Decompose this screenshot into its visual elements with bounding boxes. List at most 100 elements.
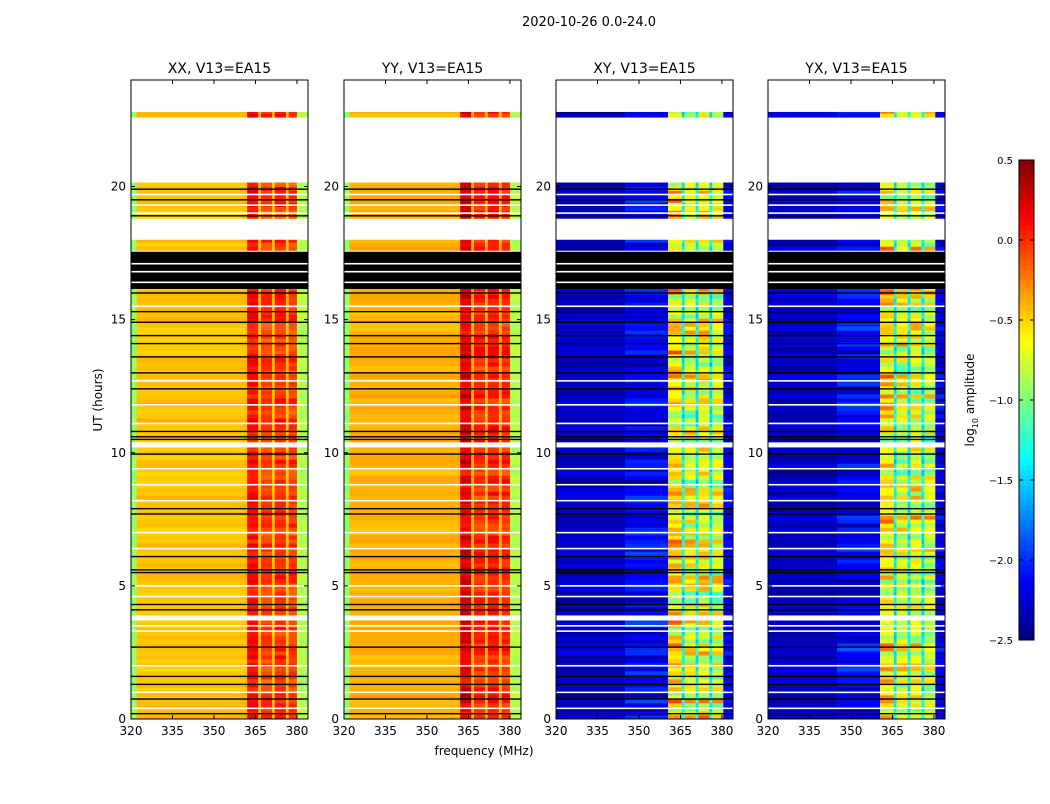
heatmap-cell xyxy=(709,426,712,430)
heatmap-cell xyxy=(272,298,275,302)
heatmap-cell xyxy=(894,523,897,527)
heatmap-cell xyxy=(910,398,921,402)
heatmap-cell xyxy=(137,495,248,499)
heatmap-cell xyxy=(910,455,921,459)
heatmap-cell xyxy=(894,495,897,499)
heatmap-cell xyxy=(297,459,308,463)
heatmap-cell xyxy=(510,414,521,418)
heatmap-cell xyxy=(685,346,696,350)
heatmap-cell xyxy=(258,563,261,567)
heatmap-cell xyxy=(910,503,921,507)
heatmap-cell xyxy=(837,495,880,499)
heatmap-cell xyxy=(485,620,488,623)
heatmap-cell xyxy=(696,679,699,683)
heatmap-cell xyxy=(258,475,261,479)
heatmap-cell xyxy=(897,519,908,523)
heatmap-cell xyxy=(908,703,911,707)
heatmap-cell xyxy=(137,447,248,451)
heatmap-cell xyxy=(682,398,685,402)
heatmap-cell xyxy=(908,314,911,318)
heatmap-cell xyxy=(275,620,286,623)
heatmap-cell xyxy=(712,599,723,603)
heatmap-cell xyxy=(709,703,712,707)
heatmap-cell xyxy=(275,394,286,398)
heatmap-cell xyxy=(908,491,911,495)
heatmap-cell xyxy=(924,394,935,398)
heatmap-cell xyxy=(488,659,499,663)
heatmap-cell xyxy=(272,326,275,330)
heatmap-cell xyxy=(625,659,668,663)
heatmap-cell xyxy=(880,703,894,707)
heatmap-cell xyxy=(275,406,286,410)
heatmap-cell xyxy=(350,398,461,402)
heatmap-cell xyxy=(935,655,945,659)
heatmap-cell xyxy=(350,515,461,519)
heatmap-cell xyxy=(289,463,298,467)
heatmap-cell xyxy=(350,599,461,603)
heatmap-cell xyxy=(344,659,350,663)
heatmap-cell xyxy=(908,543,911,547)
heatmap-cell xyxy=(712,559,723,563)
heatmap-cell xyxy=(272,374,275,378)
heatmap-cell xyxy=(768,491,837,495)
heatmap-cell xyxy=(471,503,474,507)
heatmap-cell xyxy=(910,639,921,643)
heatmap-cell xyxy=(768,579,837,583)
heatmap-cell xyxy=(471,651,474,655)
heatmap-cell xyxy=(297,535,308,539)
heatmap-cell xyxy=(908,515,911,519)
heatmap-cell xyxy=(286,635,289,639)
heatmap-cell xyxy=(696,374,699,378)
heatmap-cell xyxy=(625,414,668,418)
heatmap-cell xyxy=(261,447,272,451)
heatmap-cell xyxy=(924,447,935,451)
heatmap-cell xyxy=(485,579,488,583)
heatmap-cell xyxy=(502,515,511,519)
heatmap-cell xyxy=(924,414,935,418)
heatmap-cell xyxy=(460,475,471,479)
heatmap-cell xyxy=(685,240,696,243)
heatmap-cell xyxy=(275,314,286,318)
heatmap-cell xyxy=(625,410,668,414)
heatmap-cell xyxy=(668,390,682,394)
heatmap-cell xyxy=(709,447,712,451)
heatmap-cell xyxy=(471,374,474,378)
heatmap-cell xyxy=(910,374,921,378)
flag-line-black xyxy=(556,609,733,610)
heatmap-cell xyxy=(723,418,733,422)
heatmap-cell xyxy=(908,487,911,491)
heatmap-cell xyxy=(137,523,248,527)
flag-line-white xyxy=(344,484,521,486)
heatmap-cell xyxy=(499,591,502,595)
heatmap-cell xyxy=(897,551,908,555)
heatmap-cell xyxy=(935,611,945,615)
heatmap-cell xyxy=(668,667,682,671)
heatmap-cell xyxy=(897,599,908,603)
heatmap-cell xyxy=(261,398,272,402)
heatmap-cell xyxy=(894,362,897,366)
heatmap-cell xyxy=(286,455,289,459)
heatmap-cell xyxy=(499,651,502,655)
heatmap-cell xyxy=(709,406,712,410)
heatmap-cell xyxy=(768,671,837,675)
heatmap-cell xyxy=(668,410,682,414)
heatmap-cell xyxy=(556,587,625,591)
heatmap-cell xyxy=(272,479,275,483)
heatmap-cell xyxy=(696,503,699,507)
heatmap-cell xyxy=(137,703,248,707)
heatmap-cell xyxy=(499,475,502,479)
heatmap-cells xyxy=(131,112,308,719)
heatmap-cell xyxy=(709,358,712,362)
heatmap-cell xyxy=(894,394,897,398)
heatmap-cell xyxy=(258,414,261,418)
heatmap-cell xyxy=(625,463,668,467)
heatmap-cell xyxy=(460,667,471,671)
heatmap-cell xyxy=(935,487,945,491)
heatmap-cell xyxy=(837,543,880,547)
heatmap-cell xyxy=(350,687,461,691)
heatmap-cell xyxy=(897,515,908,519)
heatmap-cell xyxy=(297,240,308,243)
heatmap-cell xyxy=(344,112,350,114)
heatmap-cell xyxy=(297,599,308,603)
heatmap-cell xyxy=(131,575,137,579)
